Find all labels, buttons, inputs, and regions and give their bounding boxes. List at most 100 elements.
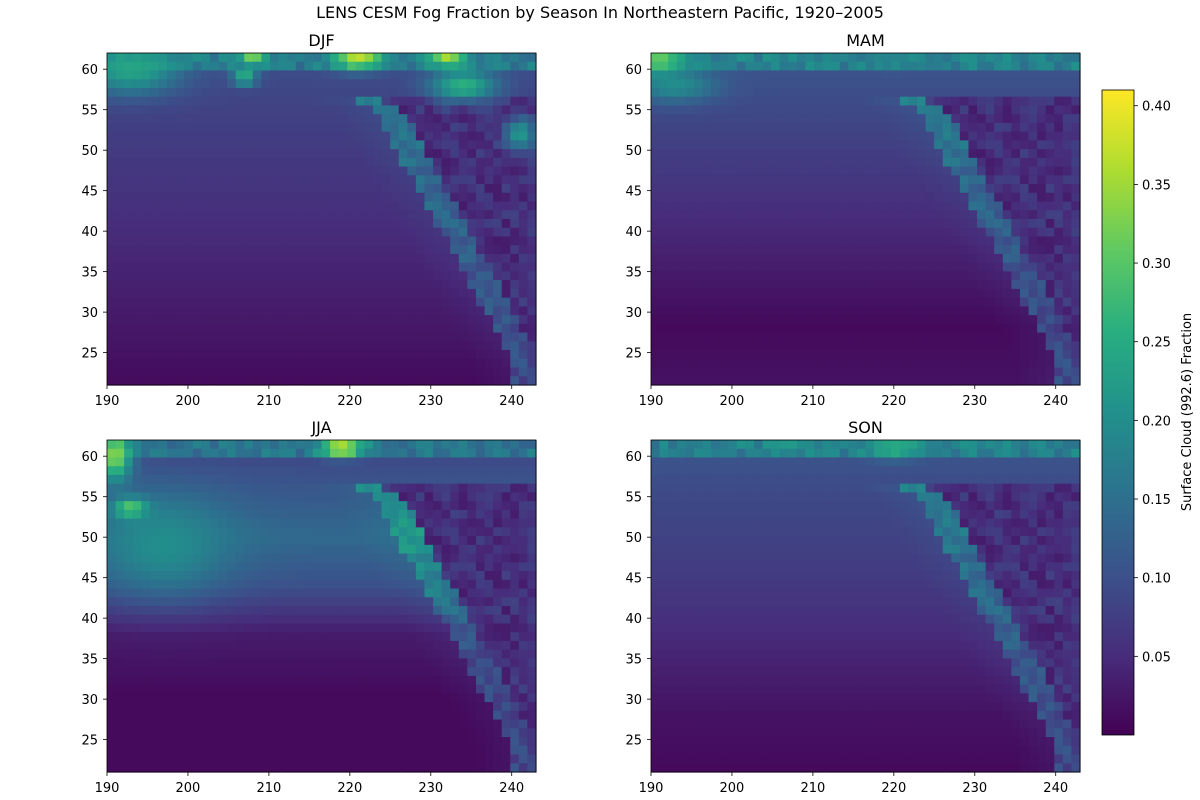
heatmap-cell [510, 474, 520, 485]
heatmap-cell [1028, 122, 1038, 133]
heatmap-cell [891, 262, 901, 273]
heatmap-cell [501, 358, 511, 369]
heatmap-cell [934, 262, 944, 273]
heatmap-cell [651, 53, 661, 63]
heatmap-cell [985, 70, 995, 80]
heatmap-cell [330, 210, 340, 220]
heatmap-cell [977, 236, 987, 246]
heatmap-cell [994, 105, 1004, 115]
heatmap-cell [347, 527, 357, 537]
heatmap-cell [458, 614, 468, 625]
heatmap-cell [407, 210, 417, 220]
heatmap-cell [942, 210, 952, 220]
heatmap-cell [398, 536, 408, 546]
heatmap-cell [149, 149, 160, 159]
heatmap-cell [304, 623, 314, 633]
heatmap-cell [475, 623, 486, 633]
heatmap-cell [424, 579, 434, 590]
heatmap-cell [467, 140, 477, 150]
heatmap-cell [261, 271, 271, 281]
heatmap-cell [321, 184, 331, 194]
heatmap-cell [659, 122, 669, 133]
heatmap-cell [252, 79, 263, 89]
heatmap-cell [925, 114, 935, 124]
heatmap-cell [278, 105, 288, 115]
heatmap-cell [856, 166, 867, 176]
heatmap-cell [424, 227, 434, 238]
heatmap-cell [415, 544, 426, 555]
heatmap-cell [364, 105, 374, 115]
heatmap-cell [347, 509, 357, 520]
heatmap-cell [510, 192, 520, 203]
heatmap-cell [252, 536, 263, 546]
heatmap-cell [805, 79, 815, 89]
heatmap-cell [814, 96, 824, 107]
heatmap-cell [1019, 350, 1030, 360]
heatmap-cell [415, 210, 426, 220]
heatmap-cell [1045, 87, 1055, 98]
heatmap-cell [433, 614, 443, 625]
heatmap-cell [874, 53, 884, 63]
heatmap-cell [848, 140, 858, 150]
heatmap-cell [668, 253, 678, 264]
heatmap-cell [848, 131, 858, 141]
heatmap-cell [304, 544, 314, 555]
heatmap-cell [115, 96, 125, 107]
heatmap-cell [227, 219, 237, 229]
heatmap-cell [450, 562, 460, 572]
heatmap-cell [415, 350, 426, 360]
heatmap-cell [192, 306, 202, 316]
heatmap-cell [433, 131, 443, 141]
heatmap-cell [728, 166, 738, 176]
heatmap-cell [796, 323, 807, 334]
heatmap-cell [467, 597, 477, 607]
heatmap-cell [805, 114, 815, 124]
heatmap-cell [261, 131, 271, 141]
heatmap-cell [209, 350, 220, 360]
heatmap-cell [848, 61, 858, 72]
heatmap-cell [347, 518, 357, 528]
heatmap-cell [668, 315, 678, 325]
heatmap-cell [865, 323, 875, 334]
heatmap-cell [330, 262, 340, 273]
heatmap-cell [132, 192, 142, 203]
heatmap-cell [278, 562, 288, 572]
heatmap-cell [668, 184, 678, 194]
heatmap-cell [942, 253, 952, 264]
heatmap-cell [175, 192, 185, 203]
heatmap-cell [175, 536, 185, 546]
heatmap-cell [814, 61, 824, 72]
heatmap-cell [390, 297, 400, 307]
heatmap-cell [235, 614, 245, 625]
heatmap-cell [994, 87, 1004, 98]
heatmap-cell [651, 175, 661, 185]
heatmap-cell [1019, 166, 1030, 176]
heatmap-cell [175, 297, 185, 307]
heatmap-cell [659, 315, 669, 325]
heatmap-cell [753, 219, 764, 229]
heatmap-cell [977, 358, 987, 369]
heatmap-cell [304, 227, 314, 238]
heatmap-cell [321, 175, 331, 185]
heatmap-cell [510, 588, 520, 598]
heatmap-cell [925, 271, 935, 281]
heatmap-cell [1037, 201, 1047, 211]
heatmap-cell [252, 323, 263, 334]
heatmap-cell [916, 280, 927, 290]
heatmap-cell [244, 210, 254, 220]
heatmap-cell [124, 245, 134, 255]
heatmap-cell [771, 201, 781, 211]
heatmap-cell [312, 306, 323, 316]
heatmap-cell [278, 501, 288, 511]
heatmap-cell [424, 157, 434, 168]
heatmap-cell [510, 297, 520, 307]
heatmap-cell [158, 457, 168, 467]
heatmap-cell [287, 53, 297, 63]
heatmap-cell [149, 448, 160, 459]
heatmap-cell [1028, 53, 1038, 63]
heatmap-cell [676, 323, 686, 334]
heatmap-cell [381, 315, 391, 325]
heatmap-cell [201, 271, 211, 281]
heatmap-cell [252, 210, 263, 220]
